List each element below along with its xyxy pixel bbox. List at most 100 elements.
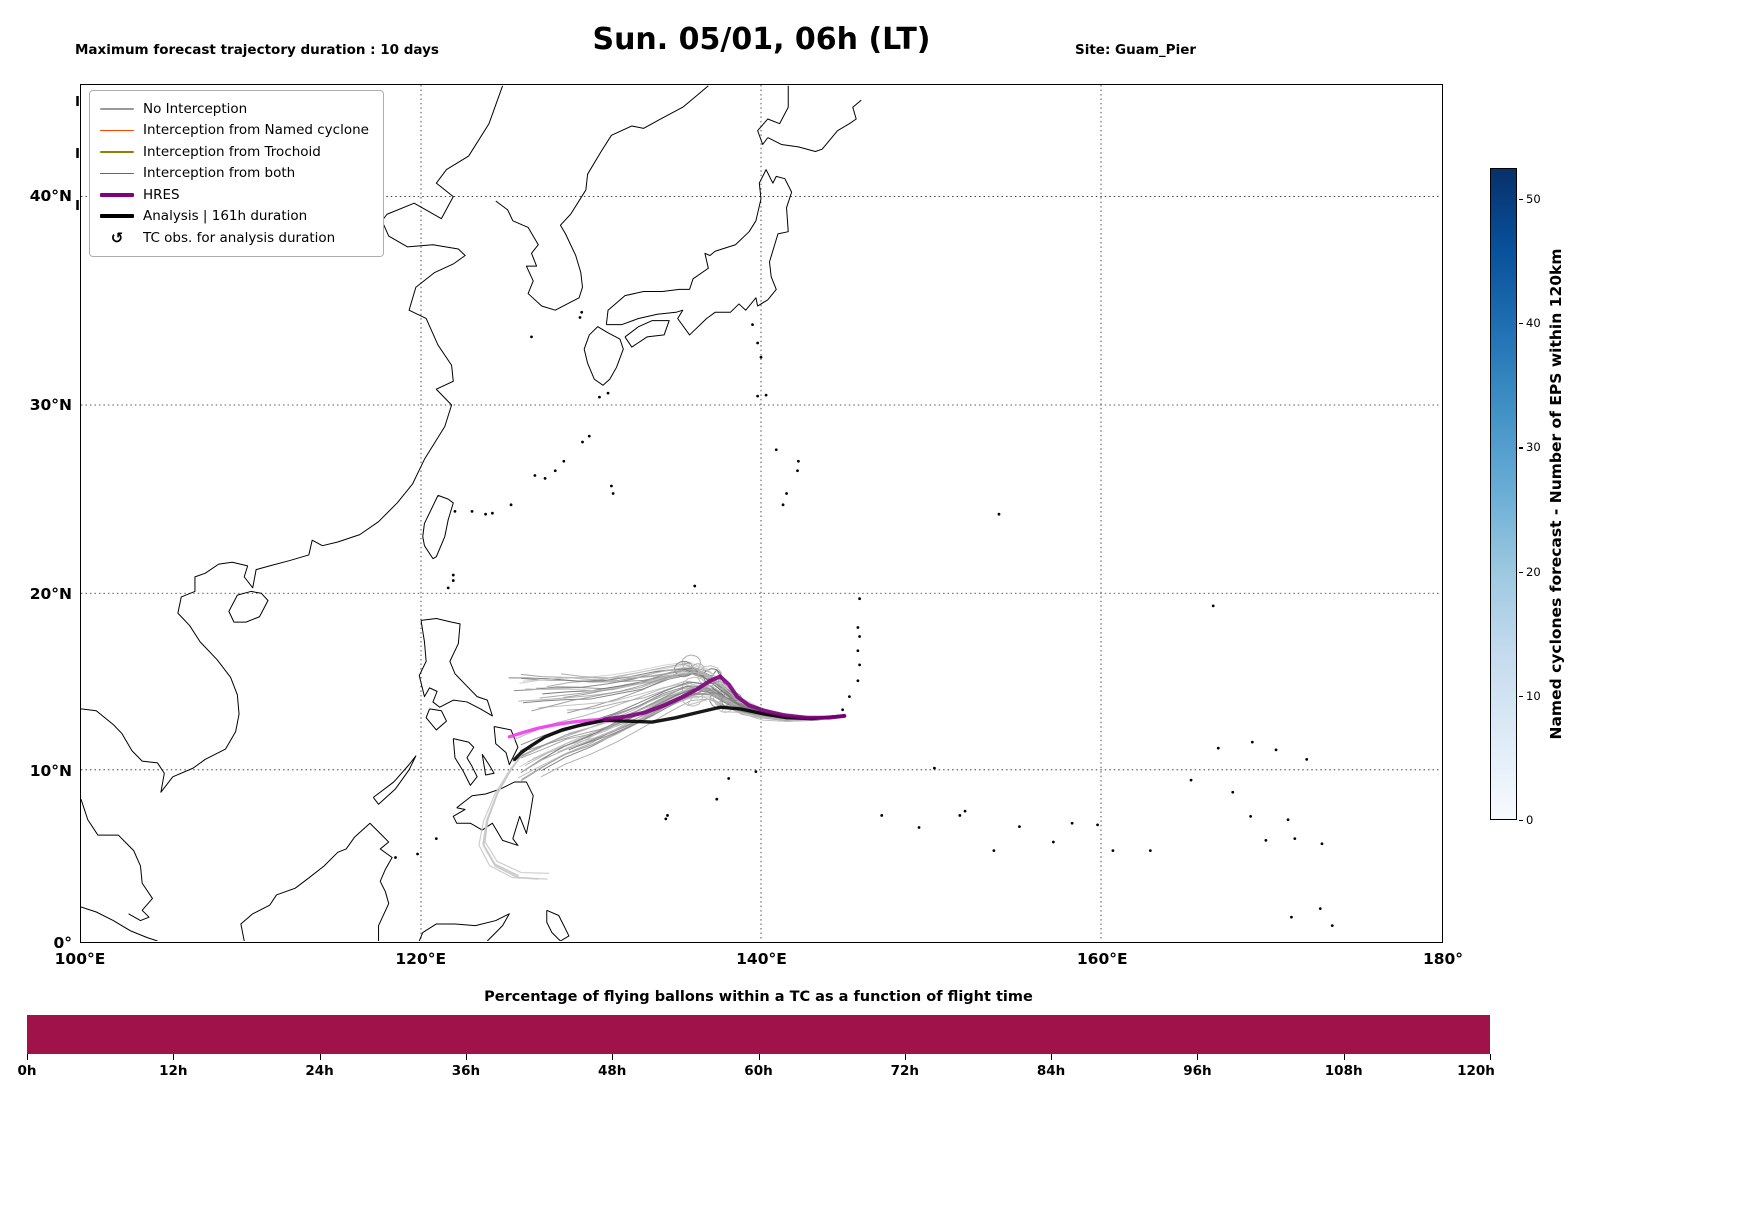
island-dot [848, 695, 851, 699]
island-dot [610, 484, 613, 488]
island-dot [664, 817, 668, 821]
coastline [481, 753, 495, 776]
coastline [81, 906, 158, 941]
island-dot [1286, 818, 1290, 822]
island-dot [1111, 849, 1115, 853]
island-dot [533, 474, 537, 477]
coastline [422, 494, 454, 560]
island-dot [781, 503, 785, 507]
legend-label: Analysis | 161h duration [143, 208, 308, 225]
legend-label: HRES [143, 186, 180, 203]
island-dot [580, 310, 584, 314]
island-dot [880, 814, 884, 817]
coastline [418, 618, 493, 717]
legend-item: Analysis | 161h duration [100, 206, 369, 228]
island-dot [446, 586, 450, 590]
bottom-axis-tick [1197, 1054, 1199, 1060]
coastline [767, 99, 862, 152]
outlier-trajectory [484, 748, 550, 874]
bottom-axis-tick-label: 48h [597, 1063, 627, 1079]
island-dot [933, 766, 936, 770]
coastline [452, 738, 478, 786]
colorbar-label: Named cyclones forecast - Number of EPS … [1547, 248, 1565, 740]
coastline [452, 781, 534, 846]
island-dot [756, 341, 760, 345]
island-dot [1250, 740, 1254, 744]
island-dot [490, 511, 494, 515]
island-dot [611, 492, 615, 495]
x-tick-label: 140°E [736, 950, 787, 968]
legend-line-sample [100, 214, 134, 219]
island-dot [484, 512, 488, 516]
bottom-axis-tick [27, 1054, 28, 1060]
bottom-axis-tick [1051, 1054, 1053, 1060]
island-dot [759, 355, 763, 359]
bottom-axis-tick [758, 1054, 760, 1060]
map-panel: No Interception Interception from Named c… [80, 84, 1443, 943]
island-dot [416, 852, 419, 856]
legend-label: No Interception [143, 100, 248, 117]
island-dot [858, 597, 861, 601]
island-dot [453, 510, 457, 513]
island-dot [764, 393, 768, 397]
coastline [425, 708, 447, 731]
colorbar-tick: 30 [1519, 440, 1541, 454]
island-dot [606, 391, 610, 395]
coastline [624, 320, 670, 348]
island-dot [1148, 849, 1152, 853]
bottom-axis-tick [465, 1054, 467, 1060]
island-dot [530, 335, 533, 339]
legend-label: Interception from both [143, 165, 296, 182]
legend-line-sample [100, 108, 134, 110]
bottom-axis-tick-label: 36h [451, 1063, 481, 1079]
ensemble-trajectory [541, 693, 845, 771]
bottom-axis-tick-label: 108h [1324, 1063, 1363, 1079]
bottom-axis-tick-label: 72h [890, 1063, 919, 1079]
bottom-chart-title: Percentage of flying ballons within a TC… [484, 989, 1033, 1005]
coastline [495, 85, 709, 311]
outlier-trajectory [482, 748, 528, 879]
ensemble-trajectory [513, 660, 845, 718]
island-dot [756, 394, 760, 398]
analysis-track [512, 705, 847, 762]
outlier-trajectory [483, 748, 548, 880]
coastline [81, 85, 504, 793]
island-dot [666, 814, 669, 817]
island-dot [992, 849, 996, 853]
island-dot [434, 837, 438, 841]
y-tick-label: 20°N [29, 585, 72, 604]
island-dot [796, 469, 799, 473]
island-dot [509, 503, 513, 507]
coverage-bar [27, 1015, 1490, 1054]
x-tick-label: 180° [1422, 950, 1464, 968]
island-dot [856, 679, 860, 683]
island-dot [1211, 604, 1215, 608]
colorbar-tick: 0 [1519, 813, 1533, 827]
coastline [605, 169, 793, 336]
coastline [493, 725, 519, 766]
island-dot [754, 770, 758, 773]
ensemble-trajectory [517, 696, 845, 779]
island-dot [751, 323, 754, 327]
island-dot [1293, 837, 1297, 841]
island-dot [598, 395, 601, 399]
y-tick-label: 0° [53, 934, 72, 952]
legend-item: Interception from Trochoid [100, 141, 369, 163]
island-dot [963, 809, 967, 813]
bottom-axis-tick-label: 60h [744, 1063, 773, 1079]
island-dot [841, 708, 845, 712]
island-dot [553, 469, 557, 473]
island-dot [917, 826, 921, 829]
island-dot [785, 492, 788, 495]
island-dot [1290, 915, 1293, 919]
hres-highlight-track [507, 717, 609, 739]
x-tick-label: 160°E [1076, 950, 1128, 968]
legend-item: Interception from both [100, 163, 369, 185]
x-tick-label: 120°E [395, 950, 447, 968]
island-dot [1051, 840, 1055, 844]
legend-line-sample [100, 129, 134, 131]
island-dot [1231, 790, 1235, 794]
island-dot [1018, 825, 1021, 828]
bottom-axis-tick [904, 1054, 906, 1060]
